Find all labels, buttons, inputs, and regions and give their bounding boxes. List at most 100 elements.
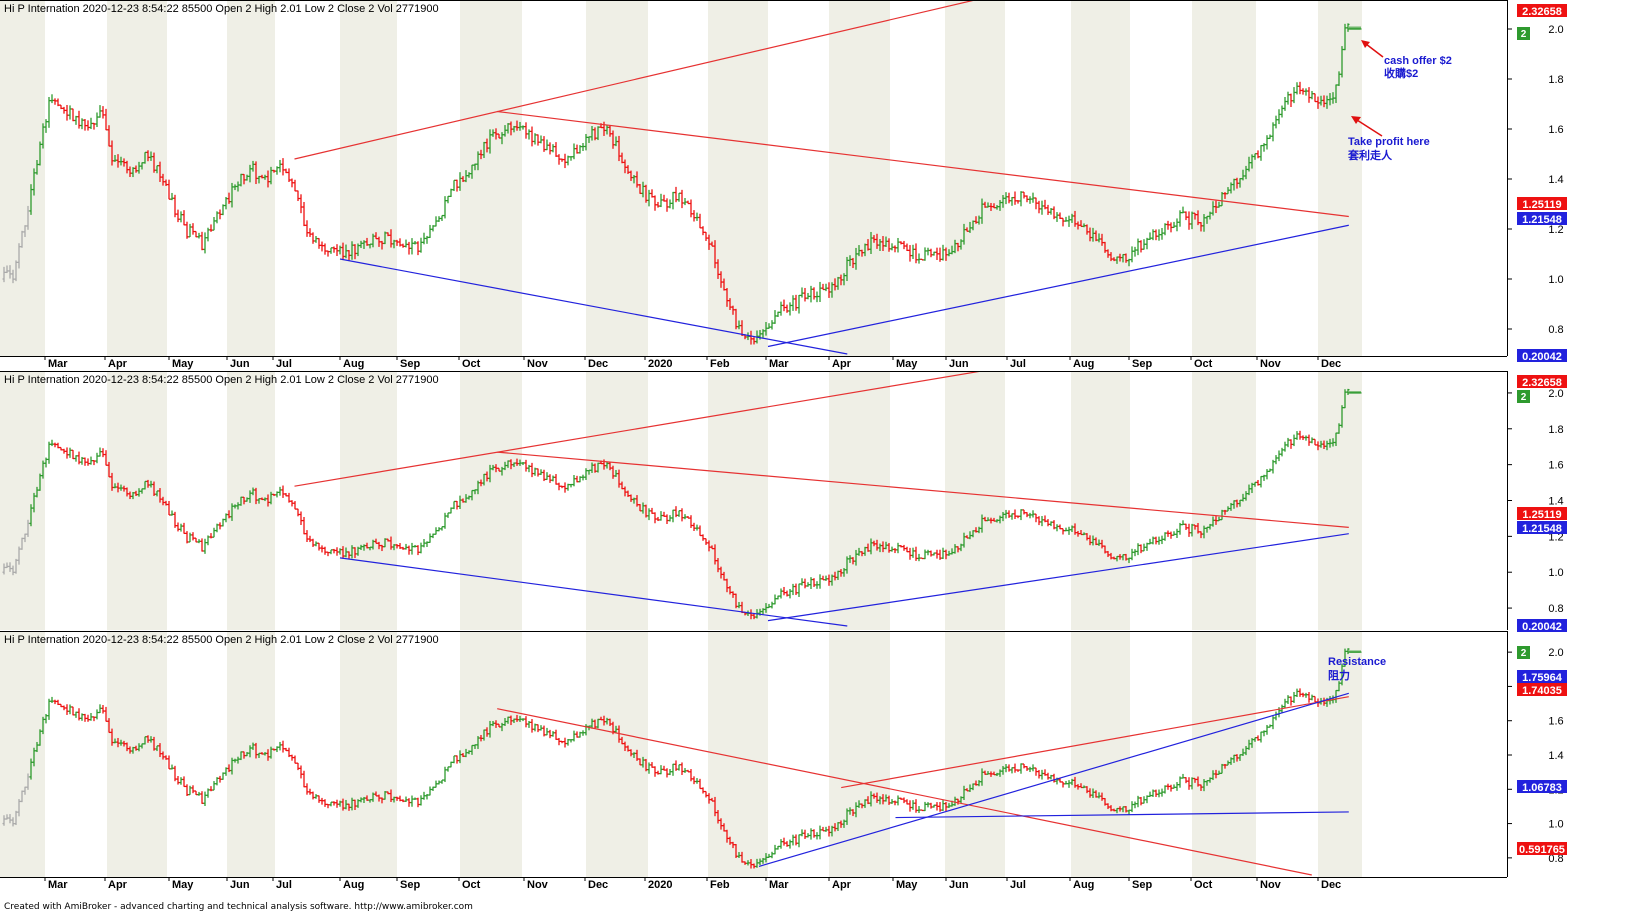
price-bar xyxy=(800,287,804,298)
y-tick-label: 1.0 xyxy=(1548,567,1563,579)
month-band xyxy=(586,371,648,630)
price-bar xyxy=(287,168,291,183)
x-tick-label: Mar xyxy=(769,358,789,370)
price-bar xyxy=(203,538,207,554)
pane-1: 0.8 1.0 1.2 1.4 1.6 1.8 2.0 Hi P Internation 20… xyxy=(0,0,1567,370)
price-bar xyxy=(695,778,699,784)
y-tick-label: 1.6 xyxy=(1548,124,1563,136)
x-tick-label: Jun xyxy=(230,358,250,370)
price-bar xyxy=(47,96,51,128)
price-bar xyxy=(827,825,831,837)
price-bar xyxy=(1154,789,1158,797)
price-bar xyxy=(320,545,324,553)
price-bar xyxy=(17,799,21,817)
price-bar xyxy=(1262,474,1266,481)
price-bar xyxy=(557,154,561,165)
price-bar xyxy=(818,825,822,840)
price-bar xyxy=(443,766,447,783)
price-bar xyxy=(716,810,720,824)
price-bar xyxy=(569,739,573,743)
price-bar xyxy=(776,595,780,600)
price-bar xyxy=(464,748,468,758)
price-bar xyxy=(1040,200,1044,215)
price-bar xyxy=(845,256,849,282)
price-bar xyxy=(548,142,552,155)
price-bar xyxy=(1148,232,1152,240)
price-bar xyxy=(893,245,897,253)
price-bar xyxy=(65,704,69,715)
price-bar xyxy=(233,184,237,191)
price-bar xyxy=(671,191,675,210)
price-bar xyxy=(77,451,81,465)
trend-line-blue xyxy=(767,224,1349,348)
price-bar xyxy=(782,586,786,596)
price-bar xyxy=(950,548,954,555)
price-bar xyxy=(1187,777,1191,790)
price-bar xyxy=(1148,791,1152,797)
price-bar xyxy=(821,575,825,581)
price-bar xyxy=(449,507,453,514)
price-bar xyxy=(119,156,123,166)
price-bar xyxy=(167,755,171,770)
price-bar xyxy=(557,482,561,491)
price-bar xyxy=(386,791,390,795)
price-bar xyxy=(1127,557,1131,564)
price-bar xyxy=(1343,648,1347,667)
price-bar xyxy=(593,463,597,473)
price-bar xyxy=(1331,438,1335,447)
price-bar xyxy=(983,516,987,522)
price-bar xyxy=(1163,785,1167,794)
price-bar xyxy=(515,120,519,131)
price-bar xyxy=(416,241,420,256)
price-bar xyxy=(188,223,192,238)
price-bar xyxy=(710,545,714,550)
price-bar xyxy=(296,508,300,517)
price-bar xyxy=(1085,533,1089,541)
price-bar xyxy=(185,221,189,239)
price-bar xyxy=(851,557,855,565)
price-bar xyxy=(1067,215,1071,227)
price-bar xyxy=(1178,210,1182,227)
price-bar xyxy=(899,797,903,800)
price-bar xyxy=(905,243,909,252)
price-bar xyxy=(998,515,1002,524)
price-bar xyxy=(1304,88,1308,96)
price-bar xyxy=(278,159,282,173)
price-bar xyxy=(125,487,129,497)
price-bar xyxy=(434,780,438,788)
price-bar xyxy=(1292,87,1296,104)
price-bar xyxy=(1334,84,1338,104)
price-bar xyxy=(467,172,471,178)
price-bar xyxy=(1049,208,1053,215)
price-bar xyxy=(194,230,198,238)
price-bar xyxy=(227,510,231,519)
price-bar xyxy=(374,791,378,797)
x-tick-label: Jul xyxy=(1010,879,1026,891)
price-bar xyxy=(584,468,588,480)
price-bar xyxy=(785,304,789,313)
price-bar xyxy=(422,232,426,245)
price-bar xyxy=(389,229,393,248)
price-bar xyxy=(71,706,75,716)
price-bar xyxy=(287,492,291,503)
price-tag: 1.25119 xyxy=(1517,197,1567,211)
arrow-head xyxy=(1361,40,1370,48)
price-bar xyxy=(791,583,795,596)
price-bar xyxy=(1250,154,1254,169)
price-bar xyxy=(1193,524,1197,530)
price-bar xyxy=(680,189,684,209)
price-bar xyxy=(1295,431,1299,440)
price-bar xyxy=(305,783,309,795)
price-tag: 1.21548 xyxy=(1517,521,1567,535)
price-bar xyxy=(200,791,204,804)
price-bar xyxy=(923,247,927,261)
price-bar xyxy=(1337,423,1341,434)
price-bar xyxy=(386,538,390,542)
price-bar xyxy=(1340,405,1344,428)
y-tick-label: 1.2 xyxy=(1548,224,1563,236)
y-tick-label: 0.8 xyxy=(1548,324,1563,336)
price-bar xyxy=(74,711,78,718)
price-bar xyxy=(1019,763,1023,774)
price-bar xyxy=(881,236,885,251)
